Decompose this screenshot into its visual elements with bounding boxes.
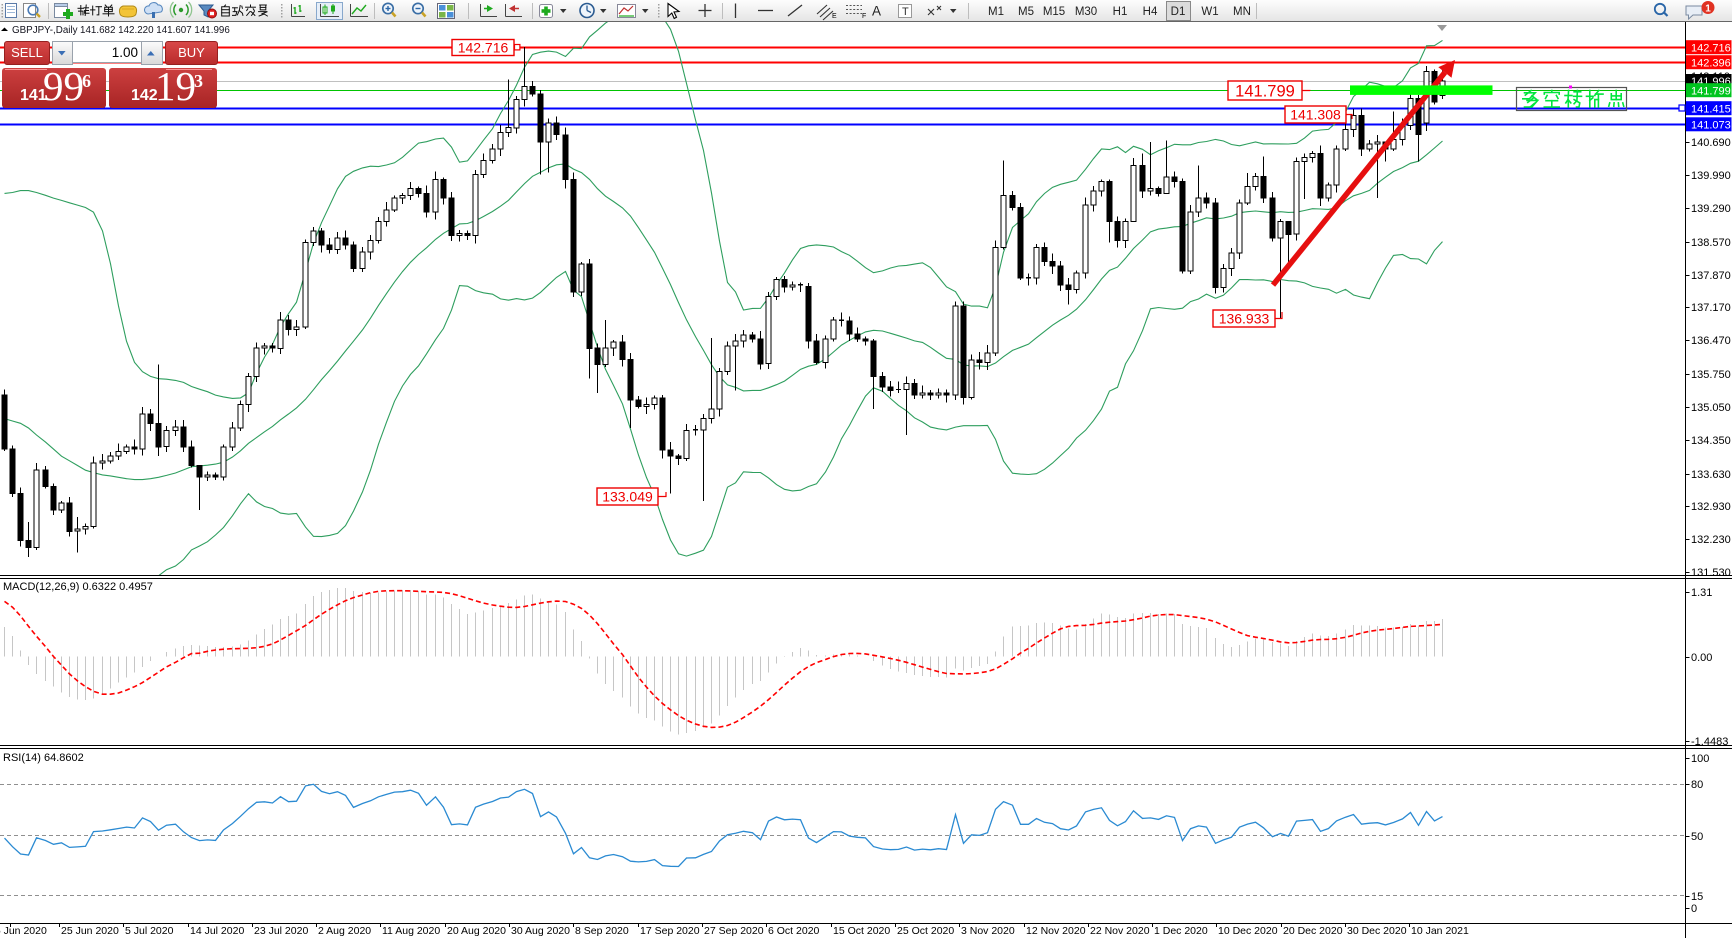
svg-text:132.930: 132.930 bbox=[1691, 501, 1731, 513]
svg-text:5 Jul 2020: 5 Jul 2020 bbox=[125, 925, 174, 937]
svg-text:137.870: 137.870 bbox=[1691, 270, 1731, 282]
svg-text:E: E bbox=[832, 13, 837, 20]
svg-text:133.630: 133.630 bbox=[1691, 469, 1731, 481]
svg-text:GBPJPY-,Daily: GBPJPY-,Daily bbox=[12, 25, 78, 36]
svg-text:133.049: 133.049 bbox=[602, 489, 653, 505]
svg-text:30 Aug 2020: 30 Aug 2020 bbox=[511, 925, 570, 937]
svg-text:137.170: 137.170 bbox=[1691, 302, 1731, 314]
svg-text:T: T bbox=[902, 6, 909, 18]
svg-text:134.350: 134.350 bbox=[1691, 435, 1731, 447]
svg-text:1 Dec 2020: 1 Dec 2020 bbox=[1154, 925, 1208, 937]
svg-text:A: A bbox=[872, 4, 881, 19]
svg-text:17 Sep 2020: 17 Sep 2020 bbox=[640, 925, 700, 937]
svg-text:6 Oct 2020: 6 Oct 2020 bbox=[768, 925, 820, 937]
svg-text:138.570: 138.570 bbox=[1691, 237, 1731, 249]
svg-text:0: 0 bbox=[1691, 903, 1697, 915]
svg-text:12 Nov 2020: 12 Nov 2020 bbox=[1026, 925, 1086, 937]
svg-text:136.470: 136.470 bbox=[1691, 335, 1731, 347]
svg-text:1: 1 bbox=[1705, 4, 1711, 15]
svg-text:10 Jan 2021: 10 Jan 2021 bbox=[1411, 925, 1469, 937]
svg-text:MACD(12,26,9) 0.6322 0.4957: MACD(12,26,9) 0.6322 0.4957 bbox=[3, 581, 153, 593]
svg-text:50: 50 bbox=[1691, 831, 1703, 843]
svg-text:141.073: 141.073 bbox=[1691, 120, 1731, 132]
svg-text:136.933: 136.933 bbox=[1219, 311, 1270, 327]
svg-text:11 Aug 2020: 11 Aug 2020 bbox=[382, 925, 440, 937]
svg-text:139.990: 139.990 bbox=[1691, 170, 1731, 182]
svg-text:141.682 142.220 141.607 141.99: 141.682 142.220 141.607 141.996 bbox=[80, 25, 230, 36]
svg-text:10 Dec 2020: 10 Dec 2020 bbox=[1218, 925, 1278, 937]
svg-text:141.415: 141.415 bbox=[1691, 103, 1731, 115]
svg-text:14 Jul 2020: 14 Jul 2020 bbox=[190, 925, 244, 937]
svg-text:8 Sep 2020: 8 Sep 2020 bbox=[575, 925, 629, 937]
svg-text:15: 15 bbox=[1691, 891, 1703, 903]
svg-text:25 Oct 2020: 25 Oct 2020 bbox=[897, 925, 954, 937]
svg-text:142.396: 142.396 bbox=[1691, 57, 1731, 69]
svg-text:M1: M1 bbox=[988, 6, 1004, 18]
svg-text:27 Sep 2020: 27 Sep 2020 bbox=[704, 925, 764, 937]
svg-text:140.690: 140.690 bbox=[1691, 137, 1731, 149]
svg-text:20 Dec 2020: 20 Dec 2020 bbox=[1283, 925, 1343, 937]
svg-text:MN: MN bbox=[1233, 6, 1251, 18]
svg-text:142.716: 142.716 bbox=[1691, 42, 1731, 54]
svg-text:-1.4483: -1.4483 bbox=[1691, 736, 1728, 748]
svg-text:20 Aug 2020: 20 Aug 2020 bbox=[447, 925, 506, 937]
svg-text:3 Nov 2020: 3 Nov 2020 bbox=[961, 925, 1015, 937]
svg-text:H1: H1 bbox=[1113, 6, 1128, 18]
svg-text:RSI(14) 64.8602: RSI(14) 64.8602 bbox=[3, 752, 84, 764]
svg-text:135.750: 135.750 bbox=[1691, 369, 1731, 381]
svg-text:22 Nov 2020: 22 Nov 2020 bbox=[1090, 925, 1150, 937]
svg-text:131.530: 131.530 bbox=[1691, 567, 1731, 579]
svg-text:142.716: 142.716 bbox=[458, 40, 509, 56]
svg-text:100: 100 bbox=[1691, 753, 1709, 765]
svg-text:M15: M15 bbox=[1043, 6, 1065, 18]
svg-text:25 Jun 2020: 25 Jun 2020 bbox=[61, 925, 119, 937]
svg-text:D1: D1 bbox=[1171, 6, 1186, 18]
svg-text:16 Jun 2020: 16 Jun 2020 bbox=[0, 925, 47, 937]
svg-text:1.31: 1.31 bbox=[1691, 587, 1712, 599]
svg-text:141.799: 141.799 bbox=[1691, 85, 1731, 97]
svg-text:M5: M5 bbox=[1018, 6, 1034, 18]
svg-text:141.308: 141.308 bbox=[1290, 107, 1341, 123]
svg-text:30 Dec 2020: 30 Dec 2020 bbox=[1347, 925, 1407, 937]
svg-text:H4: H4 bbox=[1143, 6, 1158, 18]
svg-text:M30: M30 bbox=[1075, 6, 1097, 18]
svg-text:132.230: 132.230 bbox=[1691, 534, 1731, 546]
svg-text:80: 80 bbox=[1691, 779, 1703, 791]
svg-text:135.050: 135.050 bbox=[1691, 402, 1731, 414]
svg-text:0.00: 0.00 bbox=[1691, 652, 1712, 664]
svg-text:2 Aug 2020: 2 Aug 2020 bbox=[318, 925, 371, 937]
svg-text:23 Jul 2020: 23 Jul 2020 bbox=[254, 925, 308, 937]
svg-text:141.799: 141.799 bbox=[1235, 82, 1295, 100]
svg-text:15 Oct 2020: 15 Oct 2020 bbox=[833, 925, 890, 937]
svg-text:W1: W1 bbox=[1201, 6, 1218, 18]
svg-text:F: F bbox=[862, 13, 866, 20]
svg-text:139.290: 139.290 bbox=[1691, 203, 1731, 215]
